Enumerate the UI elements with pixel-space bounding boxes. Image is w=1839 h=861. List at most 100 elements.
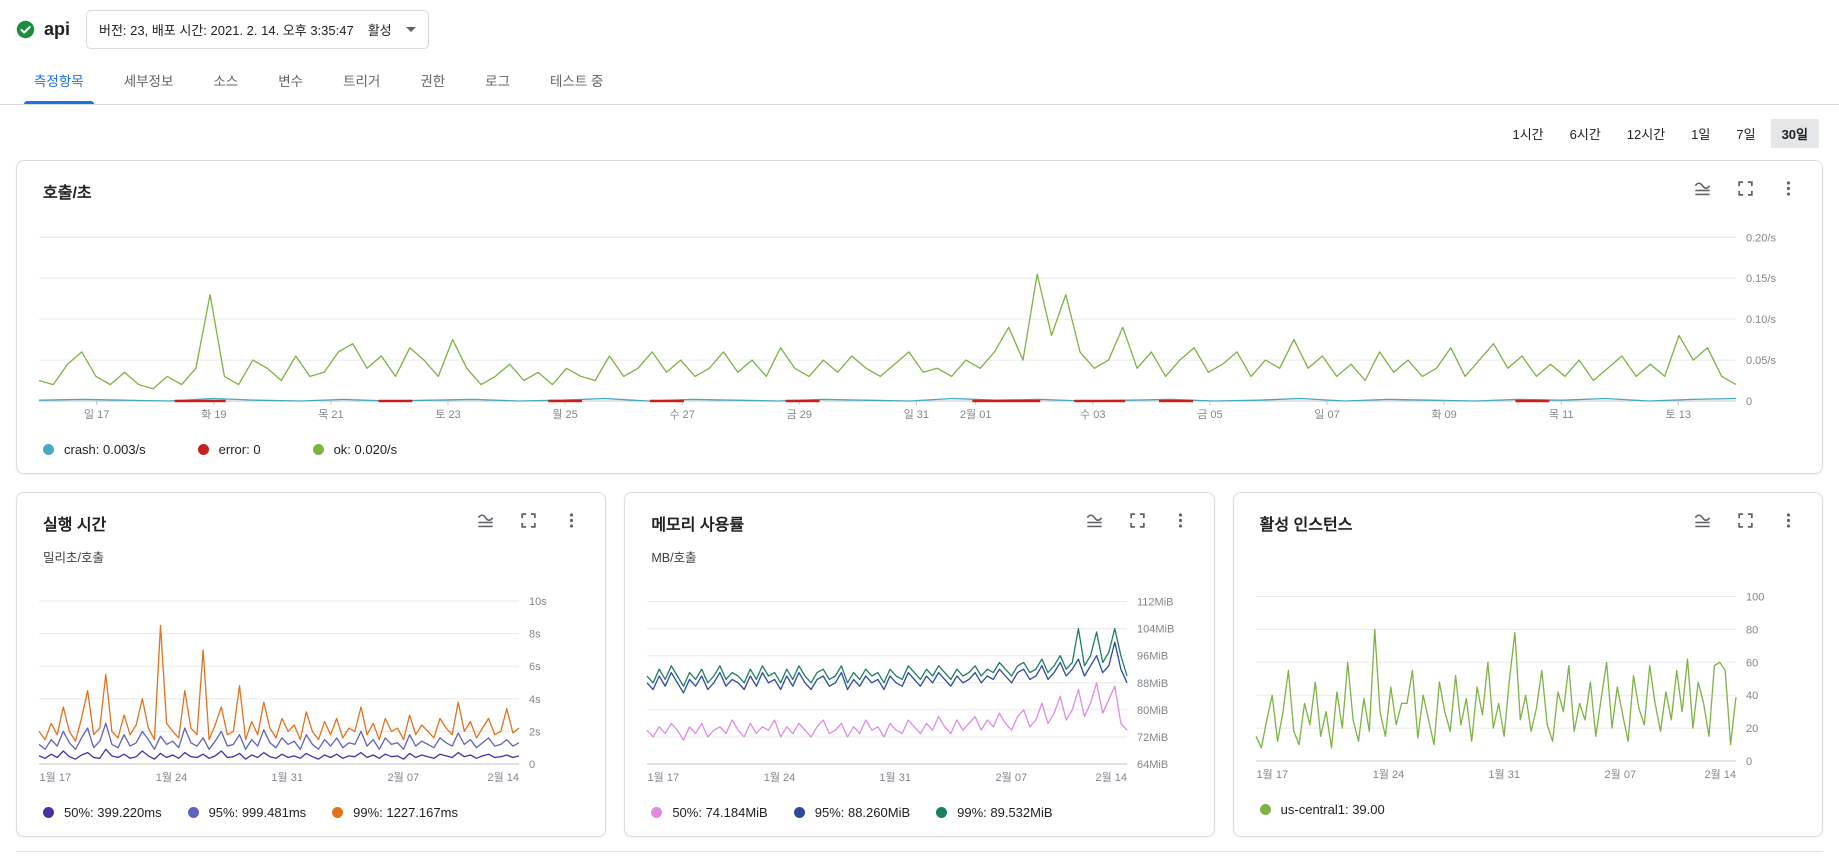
svg-text:2월 01: 2월 01 xyxy=(960,408,992,421)
tab-permissions[interactable]: 권한 xyxy=(420,74,446,89)
svg-text:0.10/s: 0.10/s xyxy=(1746,314,1776,326)
svg-text:일 17: 일 17 xyxy=(84,407,109,421)
chart-style-icon[interactable] xyxy=(1693,179,1712,198)
legend-label: error: 0 xyxy=(218,442,261,457)
active-instances-svg: 100 80 60 40 20 0 1월 17 1월 24 1월 31 2월 07 2월 14 xyxy=(1255,592,1764,781)
svg-text:일 07: 일 07 xyxy=(1314,407,1339,421)
svg-text:80: 80 xyxy=(1746,624,1758,636)
svg-text:112MiB: 112MiB xyxy=(1137,597,1173,609)
tab-details[interactable]: 세부정보 xyxy=(123,74,174,89)
legend-dot xyxy=(43,444,54,455)
active-instances-card: 활성 인스턴스 100 80 60 40 20 0 1월 17 1월 24 1월 31 2월 07… xyxy=(1232,492,1823,837)
svg-text:토 13: 토 13 xyxy=(1666,409,1691,421)
legend-dot xyxy=(312,444,324,455)
legend-dot xyxy=(332,807,344,818)
svg-text:화 09: 화 09 xyxy=(1431,408,1456,421)
svg-text:월 25: 월 25 xyxy=(552,408,577,421)
range-1d[interactable]: 1일 xyxy=(1691,127,1711,142)
legend-label: 95%: 88.260MiB xyxy=(814,805,911,820)
legend-dot xyxy=(187,807,199,818)
chart-style-icon[interactable] xyxy=(476,511,495,530)
range-12h[interactable]: 12시간 xyxy=(1626,127,1666,142)
svg-text:72MiB: 72MiB xyxy=(1137,732,1168,744)
svg-text:88MiB: 88MiB xyxy=(1137,678,1168,690)
svg-text:1월 17: 1월 17 xyxy=(40,771,72,784)
legend-dot xyxy=(43,807,54,818)
fullscreen-icon[interactable] xyxy=(1128,511,1147,530)
execution-time-chart: 10s 8s 6s 4s 2s 0 1월 17 1월 24 1월 31 2월 07 2월 14 xyxy=(33,574,589,791)
svg-text:1월 31: 1월 31 xyxy=(1488,768,1520,781)
range-1h[interactable]: 1시간 xyxy=(1512,127,1544,142)
legend-label: 95%: 999.481ms xyxy=(208,805,307,820)
function-title: api xyxy=(16,19,70,40)
kebab-menu-icon[interactable] xyxy=(1779,179,1798,198)
legend-item-p99: 99%: 1227.167ms xyxy=(332,805,458,820)
chart-title: 실행 시간 xyxy=(43,517,107,534)
tab-testing[interactable]: 테스트 중 xyxy=(550,74,604,89)
tab-source[interactable]: 소스 xyxy=(213,74,239,89)
fullscreen-icon[interactable] xyxy=(1736,179,1755,198)
svg-text:4s: 4s xyxy=(529,694,541,706)
svg-text:목 21: 목 21 xyxy=(318,408,343,421)
svg-text:수 03: 수 03 xyxy=(1080,408,1105,421)
range-6h[interactable]: 6시간 xyxy=(1569,127,1601,142)
tab-metrics[interactable]: 측정항목 xyxy=(14,57,104,104)
svg-text:6s: 6s xyxy=(529,661,541,673)
execution-time-card: 실행 시간 밀리초/호출 10s 8s 6s 4s 2s 0 1월 17 1월 24 1월 31… xyxy=(16,492,607,837)
chart-style-icon[interactable] xyxy=(1693,511,1712,530)
fullscreen-icon[interactable] xyxy=(1736,511,1755,530)
svg-text:2월 07: 2월 07 xyxy=(388,771,420,784)
legend-dot xyxy=(1259,804,1271,815)
time-range-selector: 1시간 6시간 12시간 1일 7일 30일 xyxy=(0,105,1839,150)
small-charts-row: 실행 시간 밀리초/호출 10s 8s 6s 4s 2s 0 1월 17 1월 24 1월 31… xyxy=(16,492,1823,837)
svg-text:토 23: 토 23 xyxy=(435,409,460,421)
svg-text:64MiB: 64MiB xyxy=(1137,759,1168,771)
legend-dot xyxy=(197,444,209,455)
svg-text:2월 14: 2월 14 xyxy=(1096,771,1128,784)
svg-text:0: 0 xyxy=(1746,396,1752,408)
kebab-menu-icon[interactable] xyxy=(1779,511,1798,530)
range-7d[interactable]: 7일 xyxy=(1736,127,1756,142)
range-30d[interactable]: 30일 xyxy=(1770,119,1819,148)
version-status-badge: 활성 xyxy=(367,23,392,38)
svg-text:1월 24: 1월 24 xyxy=(156,771,188,784)
active-instances-legend: us-central1: 39.00 xyxy=(1259,802,1806,817)
tab-variables[interactable]: 변수 xyxy=(278,74,304,89)
svg-text:8s: 8s xyxy=(529,629,541,641)
svg-text:0: 0 xyxy=(1746,756,1752,768)
legend-item-p50: 50%: 74.184MiB xyxy=(651,805,768,820)
chart-style-icon[interactable] xyxy=(1085,511,1104,530)
status-ok-icon xyxy=(16,20,35,39)
active-instances-chart: 100 80 60 40 20 0 1월 17 1월 24 1월 31 2월 07 2월 14 xyxy=(1250,571,1806,788)
page-header: api 버전: 23, 배포 시간: 2021. 2. 14. 오후 3:35:… xyxy=(0,0,1839,57)
chart-unit-label: MB/호출 xyxy=(651,551,697,565)
memory-usage-svg: 112MiB 104MiB 96MiB 88MiB 80MiB 72MiB 64MiB 1월 … xyxy=(646,597,1175,784)
legend-label: 50%: 74.184MiB xyxy=(672,805,768,820)
memory-usage-legend: 50%: 74.184MiB 95%: 88.260MiB 99%: 89.532M… xyxy=(651,805,1197,820)
tab-trigger[interactable]: 트리거 xyxy=(343,74,381,89)
tab-logs[interactable]: 로그 xyxy=(485,74,511,89)
legend-label: 50%: 399.220ms xyxy=(64,805,162,820)
svg-text:10s: 10s xyxy=(529,596,547,608)
svg-text:20: 20 xyxy=(1746,723,1758,735)
svg-text:80MiB: 80MiB xyxy=(1137,705,1168,717)
svg-text:1월 17: 1월 17 xyxy=(1256,768,1288,781)
execution-time-svg: 10s 8s 6s 4s 2s 0 1월 17 1월 24 1월 31 2월 07 2월 14 xyxy=(38,596,547,784)
fullscreen-icon[interactable] xyxy=(519,511,538,530)
chart-unit-label: 밀리초/호출 xyxy=(43,551,104,565)
svg-text:60: 60 xyxy=(1746,657,1758,669)
svg-text:금 29: 금 29 xyxy=(787,409,812,421)
legend-item-us-central1: us-central1: 39.00 xyxy=(1259,802,1385,817)
legend-item-error: error: 0 xyxy=(197,442,261,457)
kebab-menu-icon[interactable] xyxy=(562,511,581,530)
svg-text:1월 24: 1월 24 xyxy=(1372,768,1404,781)
version-selector[interactable]: 버전: 23, 배포 시간: 2021. 2. 14. 오후 3:35:47 활… xyxy=(86,10,429,49)
chart-title: 메모리 사용률 xyxy=(651,517,745,534)
svg-text:40: 40 xyxy=(1746,690,1758,702)
kebab-menu-icon[interactable] xyxy=(1171,511,1190,530)
legend-item-p95: 95%: 999.481ms xyxy=(187,805,307,820)
svg-text:수 27: 수 27 xyxy=(669,408,694,421)
tab-bar: 측정항목 세부정보 소스 변수 트리거 권한 로그 테스트 중 xyxy=(0,57,1839,105)
legend-label: 99%: 1227.167ms xyxy=(353,805,458,820)
svg-text:100: 100 xyxy=(1746,592,1764,604)
